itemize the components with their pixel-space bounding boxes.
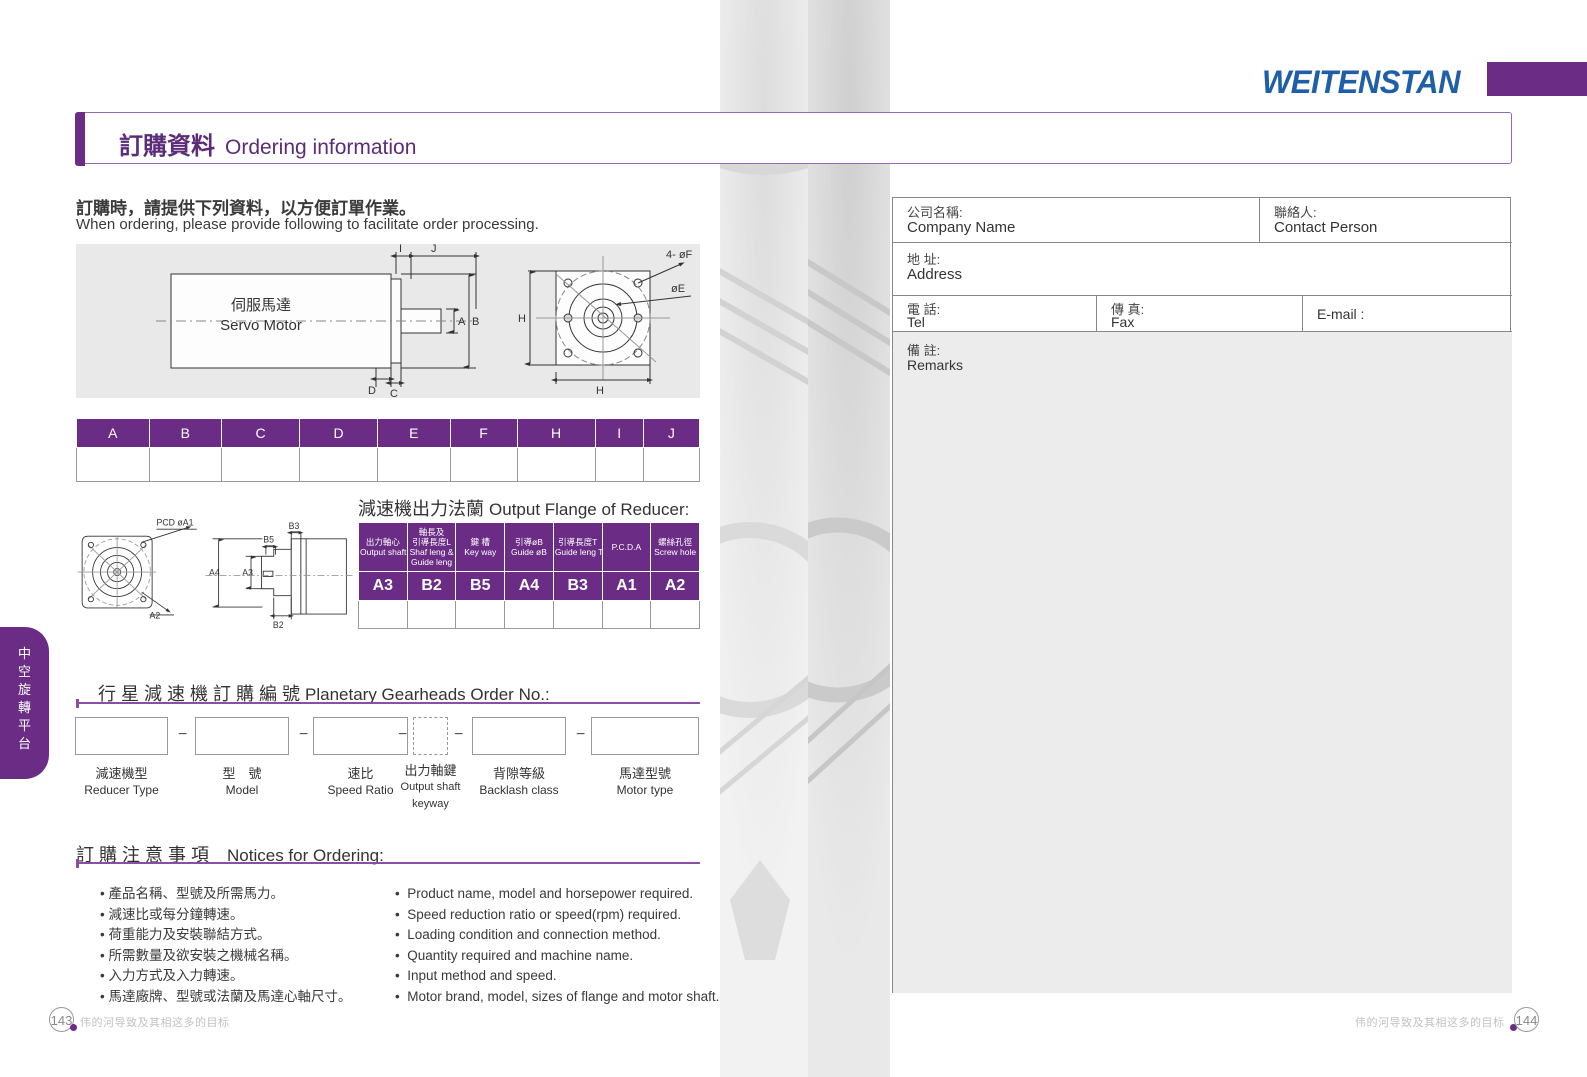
svg-text:H: H xyxy=(518,313,526,325)
svg-text:4- øF: 4- øF xyxy=(666,249,693,261)
svg-text:A4: A4 xyxy=(209,568,220,578)
svg-text:I: I xyxy=(399,244,402,255)
svg-text:J: J xyxy=(431,244,437,255)
svg-text:伺服馬達: 伺服馬達 xyxy=(231,297,291,314)
svg-text:øE: øE xyxy=(671,283,685,295)
svg-text:B5: B5 xyxy=(263,534,274,544)
svg-text:B2: B2 xyxy=(273,620,284,630)
svg-text:C: C xyxy=(390,388,398,398)
svg-text:D: D xyxy=(368,385,376,397)
svg-text:A: A xyxy=(458,316,466,328)
svg-text:A2: A2 xyxy=(150,610,161,620)
svg-text:B: B xyxy=(472,316,479,328)
svg-text:PCD øA1: PCD øA1 xyxy=(157,518,194,528)
svg-text:H: H xyxy=(596,385,604,397)
svg-text:Servo Motor: Servo Motor xyxy=(220,317,302,334)
svg-text:A3: A3 xyxy=(242,568,253,578)
svg-text:B3: B3 xyxy=(289,521,300,531)
